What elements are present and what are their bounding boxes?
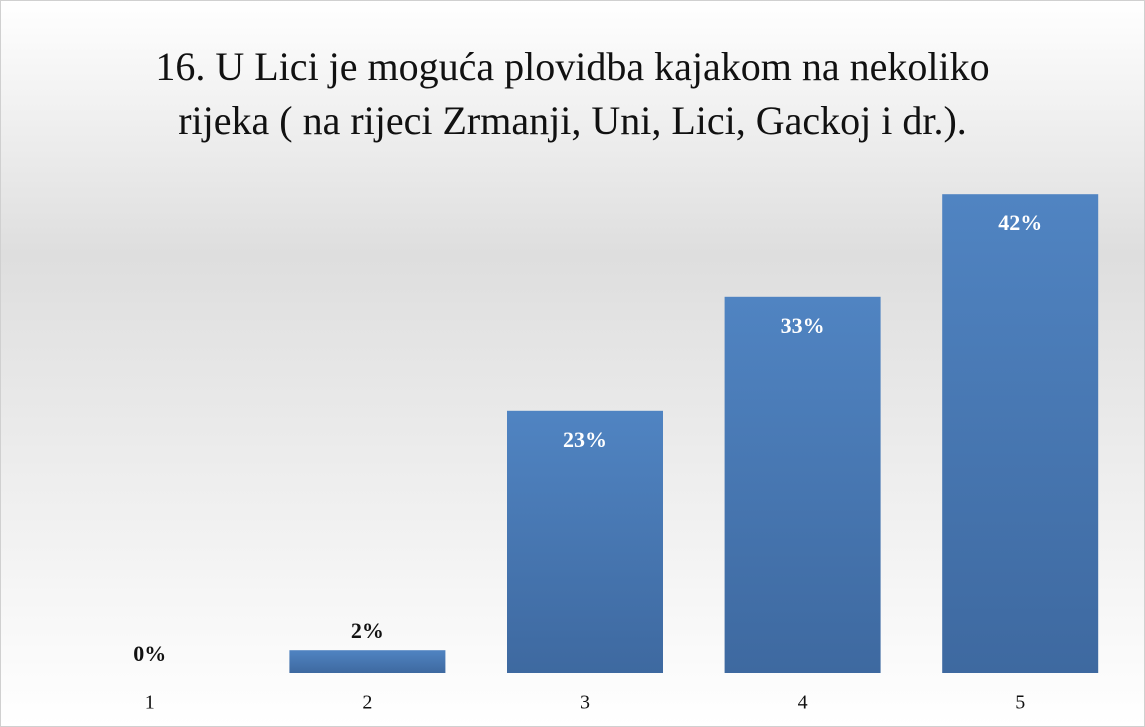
data-label: 2% [351,618,384,643]
bar [724,296,881,673]
chart-title: 16. U Lici je moguća plovidba kajakom na… [155,44,990,143]
x-tick-label: 5 [1015,692,1025,714]
bar [289,650,446,673]
x-tick-label: 2 [362,692,372,714]
bar [942,194,1099,673]
x-tick-label: 1 [145,692,155,714]
bar [507,410,663,673]
x-tick-label: 4 [798,692,808,714]
data-label: 23% [563,427,607,452]
data-label: 42% [998,210,1042,235]
data-label: 33% [781,313,825,338]
data-label: 0% [133,641,166,666]
x-tick-label: 3 [580,692,590,714]
